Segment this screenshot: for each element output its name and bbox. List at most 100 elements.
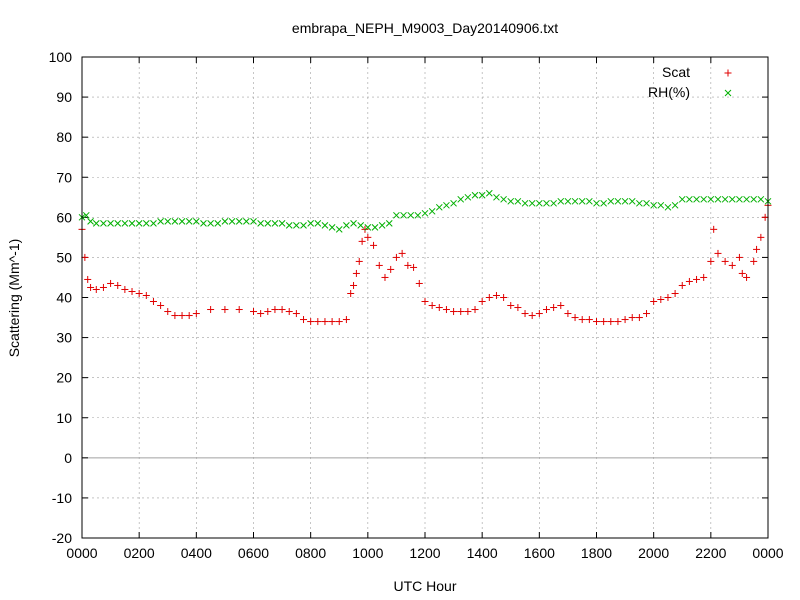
scat-point: [500, 294, 508, 301]
rh-point: [157, 217, 164, 225]
scat-point: [650, 298, 658, 306]
scat-point: [250, 308, 257, 316]
scat-point: [404, 261, 412, 269]
rh-point: [385, 219, 393, 227]
x-tick-label: 1000: [352, 545, 383, 561]
scat-point: [149, 298, 157, 306]
rh-point: [214, 219, 222, 227]
scat-point: [87, 283, 95, 291]
rh-point: [643, 199, 650, 207]
plot-frame: [81, 56, 769, 539]
legend-label-scat: Scat: [662, 64, 690, 80]
rh-point: [500, 195, 507, 203]
scat-point: [84, 275, 92, 283]
x-tick-label: 0800: [295, 545, 326, 561]
rh-point: [164, 217, 172, 225]
scat-point: [285, 308, 293, 316]
rh-point: [514, 197, 522, 205]
rh-point: [271, 219, 279, 227]
scat-point: [164, 308, 172, 316]
rh-point: [414, 211, 422, 219]
y-tick-label: 20: [56, 370, 72, 386]
scat-point: [157, 302, 165, 310]
scat-point: [478, 298, 486, 306]
rh-point: [485, 189, 493, 197]
rh-point: [200, 219, 207, 227]
scat-point: [352, 269, 360, 277]
scat-point: [714, 249, 722, 257]
rh-point: [650, 201, 658, 209]
rh-point: [700, 195, 708, 203]
x-tick-label: 0200: [124, 545, 155, 561]
rh-point: [178, 217, 186, 225]
scat-point: [185, 312, 193, 320]
scat-point: [410, 263, 418, 271]
scat-point: [614, 318, 622, 326]
rh-point: [736, 195, 743, 203]
x-tick-label: 2000: [638, 545, 669, 561]
scat-point: [142, 291, 150, 299]
scat-point: [264, 308, 272, 316]
scat-point: [387, 265, 395, 273]
rh-point: [285, 221, 293, 229]
scat-point: [235, 306, 243, 314]
x-tick-label: 1200: [409, 545, 440, 561]
scat-point: [593, 318, 600, 326]
rh-point: [350, 219, 357, 227]
rh-point: [328, 224, 336, 231]
scat-point: [738, 269, 746, 277]
rh-point: [257, 219, 264, 227]
legend-marker-rh-glyph: [724, 89, 732, 97]
rh-point: [171, 217, 179, 225]
scat-point: [364, 233, 372, 241]
scat-point: [535, 310, 543, 318]
rh-point: [507, 197, 515, 205]
scat-point: [528, 312, 536, 320]
rh-point: [664, 203, 672, 211]
rh-point: [671, 201, 679, 209]
y-tick-label: 60: [56, 209, 72, 225]
rh-point: [721, 195, 729, 203]
y-axis-title: Scattering (Mm^-1): [6, 239, 22, 358]
scat-point: [442, 306, 450, 314]
rh-point: [750, 195, 758, 203]
scat-point: [628, 314, 636, 322]
x-tick-label: 1600: [524, 545, 555, 561]
rh-point: [678, 195, 686, 203]
rh-point: [707, 195, 715, 203]
scat-point: [700, 273, 708, 281]
scat-point: [292, 310, 300, 318]
rh-point: [571, 197, 579, 205]
y-tick-label: 80: [56, 129, 72, 145]
y-tick-label: 50: [56, 249, 72, 265]
scat-point: [361, 225, 369, 233]
rh-point: [278, 219, 286, 227]
scat-point: [664, 294, 672, 301]
rh-point: [607, 197, 615, 205]
scat-point: [678, 281, 686, 289]
scat-point: [107, 279, 115, 287]
rh-point: [457, 195, 465, 203]
scat-point: [350, 281, 358, 289]
rh-point: [543, 199, 550, 207]
rh-point: [628, 197, 636, 205]
y-tick-label: 10: [56, 410, 72, 426]
scat-point: [728, 261, 736, 269]
rh-point: [142, 219, 150, 227]
scat-point: [392, 253, 400, 261]
x-tick-label: 0600: [238, 545, 269, 561]
rh-point: [371, 224, 379, 231]
rh-point: [314, 219, 322, 227]
scat-point: [135, 289, 143, 297]
scat-point: [81, 253, 89, 261]
rh-point: [114, 219, 122, 227]
scat-point: [710, 225, 718, 233]
rh-point: [128, 219, 136, 227]
scat-point: [685, 277, 693, 285]
rh-point: [300, 221, 307, 229]
scat-point: [600, 318, 608, 326]
rh-point: [478, 191, 486, 199]
rh-point: [450, 199, 457, 207]
y-tick-label: 90: [56, 89, 72, 105]
